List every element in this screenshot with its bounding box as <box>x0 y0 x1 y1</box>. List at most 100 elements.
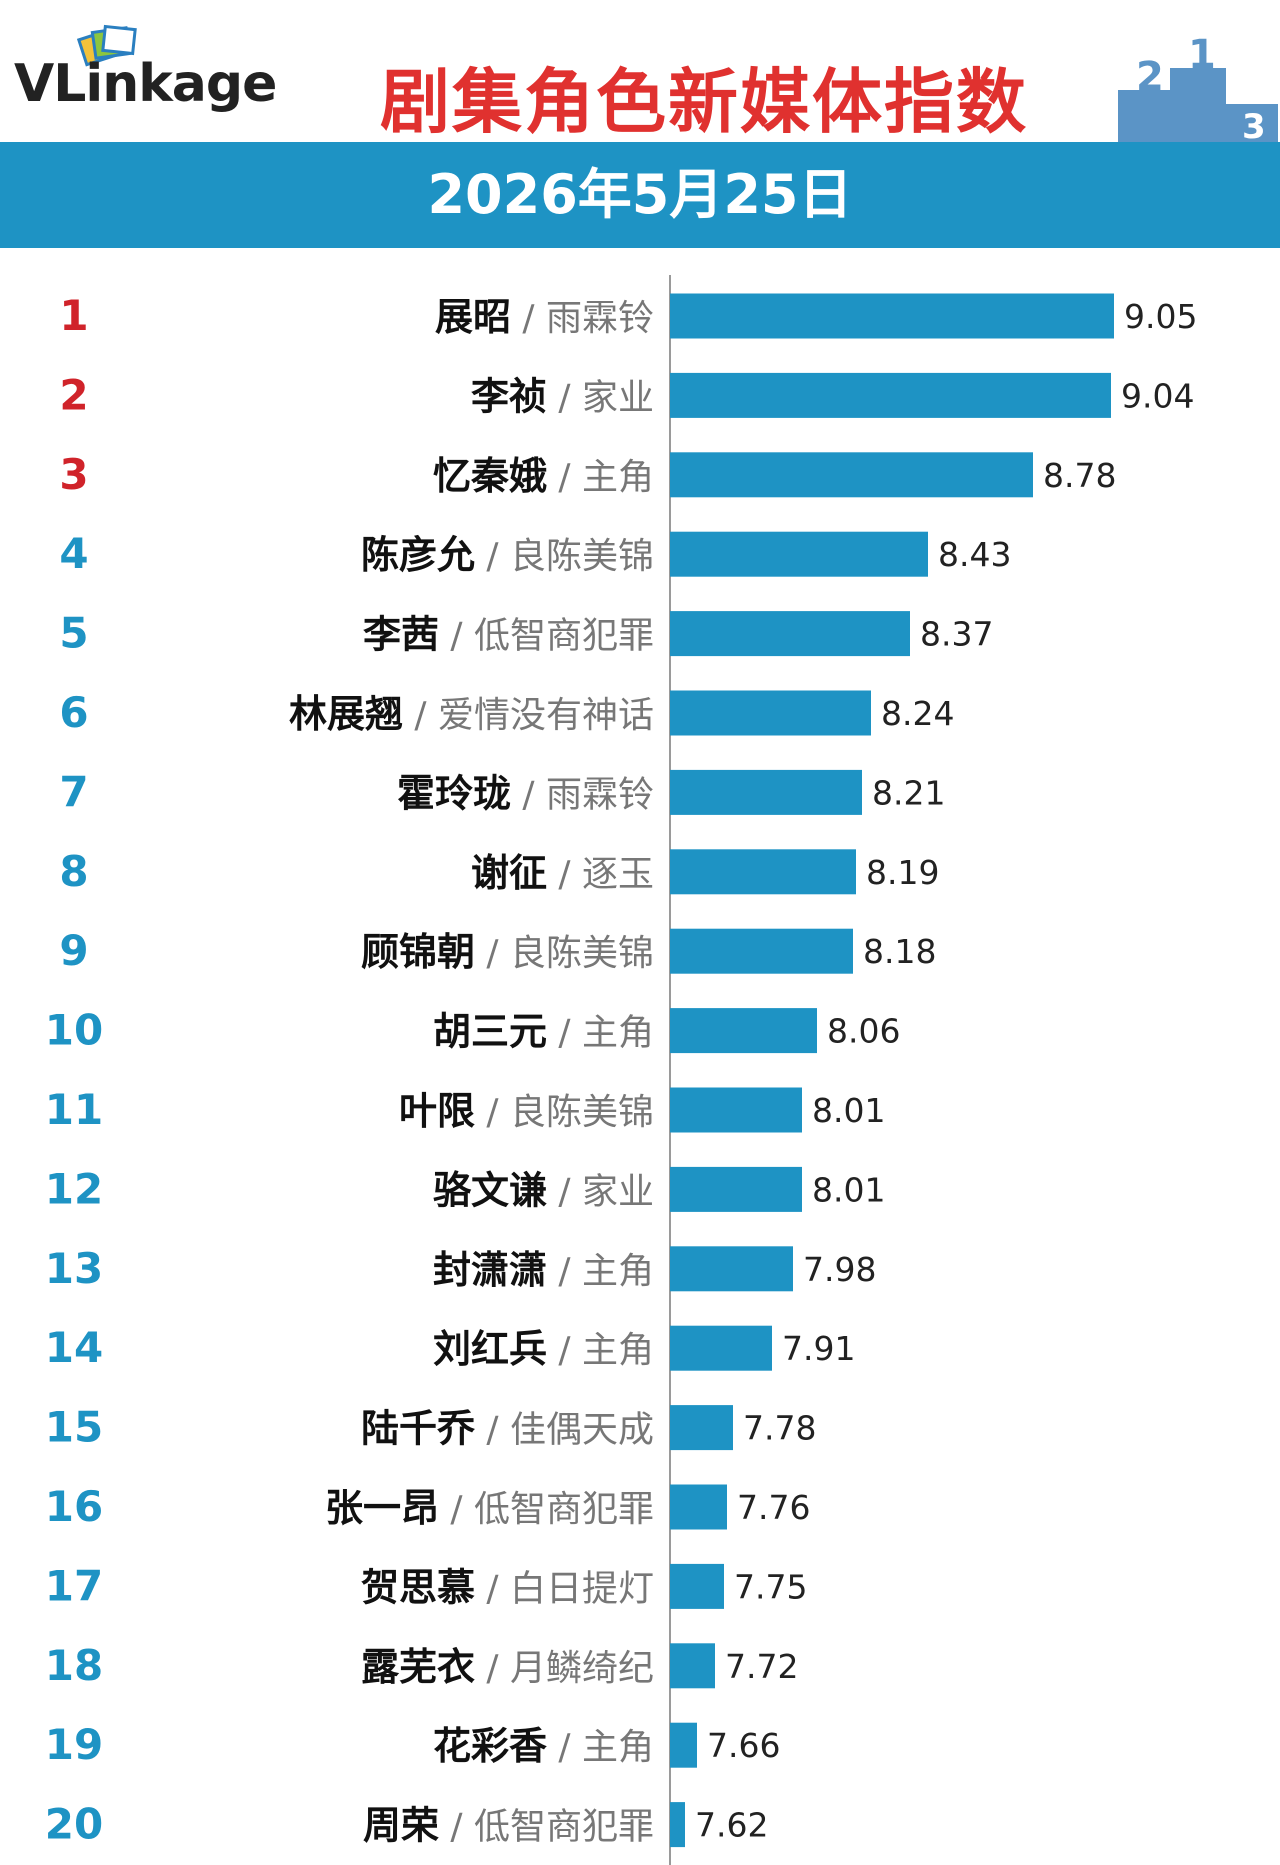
value-label: 8.19 <box>866 853 939 892</box>
character-name: 周荣 <box>363 1804 439 1848</box>
drama-name: / 白日提灯 <box>475 1568 654 1609</box>
rank-number: 6 <box>59 688 88 737</box>
drama-name: / 雨霖铃 <box>511 298 654 339</box>
bar <box>670 769 862 815</box>
logo-cards-icon <box>76 24 137 67</box>
bar <box>670 452 1033 498</box>
drama-name: / 主角 <box>547 1727 654 1768</box>
row-label: 谢征 / 逐玉 <box>471 851 654 895</box>
rank-number: 2 <box>59 370 88 419</box>
ranking-bar-chart: 1 展昭 / 雨霖铃 9.05 2 李祯 / 家业 9.04 3 忆秦娥 / 主角 8.78 4 陈… <box>45 275 1197 1865</box>
row-label: 林展翘 / 爱情没有神话 <box>289 692 654 736</box>
logo-text: VLinkage <box>14 54 277 114</box>
row-label: 贺思慕 / 白日提灯 <box>361 1565 654 1609</box>
character-name: 骆文谦 <box>433 1168 547 1212</box>
row-label: 顾锦朝 / 良陈美锦 <box>361 930 654 974</box>
rank-number: 18 <box>45 1641 103 1690</box>
value-label: 8.01 <box>812 1170 885 1209</box>
character-name: 谢征 <box>471 851 547 895</box>
character-name: 封潇潇 <box>433 1248 547 1292</box>
character-name: 霍玲珑 <box>397 771 511 815</box>
rank-number: 12 <box>45 1164 103 1213</box>
character-name: 胡三元 <box>433 1010 547 1054</box>
value-label: 7.91 <box>782 1329 855 1368</box>
row-label: 周荣 / 低智商犯罪 <box>363 1804 654 1848</box>
bar <box>670 1008 817 1054</box>
rank-number: 20 <box>45 1800 103 1849</box>
header: VLinkage 剧集角色新媒体指数 2 1 3 <box>0 0 1280 143</box>
value-label: 9.05 <box>1124 297 1197 336</box>
character-name: 忆秦娥 <box>433 454 547 498</box>
value-label: 9.04 <box>1121 376 1194 415</box>
value-label: 8.43 <box>938 535 1011 574</box>
character-name: 陆千乔 <box>361 1407 475 1451</box>
character-name: 林展翘 <box>289 692 403 736</box>
row-label: 陈彦允 / 良陈美锦 <box>361 533 654 577</box>
bar <box>670 849 856 895</box>
bar <box>670 1563 724 1609</box>
drama-name: / 低智商犯罪 <box>439 1807 654 1848</box>
value-label: 7.66 <box>707 1726 780 1765</box>
bar <box>670 1643 715 1689</box>
row-label: 骆文谦 / 家业 <box>433 1168 654 1212</box>
value-label: 7.72 <box>725 1647 798 1686</box>
date-label: 2026年5月25日 <box>427 163 853 226</box>
bar <box>670 1802 685 1848</box>
row-label: 忆秦娥 / 主角 <box>433 454 654 498</box>
rank-number: 9 <box>59 926 88 975</box>
value-label: 7.62 <box>695 1806 768 1845</box>
rank-number: 19 <box>45 1720 103 1769</box>
bar <box>670 690 871 736</box>
value-label: 7.78 <box>743 1409 816 1448</box>
drama-name: / 家业 <box>547 377 654 418</box>
row-label: 霍玲珑 / 雨霖铃 <box>397 771 654 815</box>
bar <box>670 1405 733 1451</box>
character-name: 叶限 <box>399 1089 475 1133</box>
value-label: 7.98 <box>803 1250 876 1289</box>
value-label: 8.37 <box>920 615 993 654</box>
rank-number: 15 <box>45 1403 103 1452</box>
rank-number: 5 <box>59 609 88 658</box>
bar <box>670 1722 697 1768</box>
bar <box>670 928 853 974</box>
bar <box>670 531 928 577</box>
bar <box>670 372 1111 418</box>
value-label: 8.78 <box>1043 456 1116 495</box>
character-name: 展昭 <box>435 295 511 339</box>
value-label: 7.75 <box>734 1567 807 1606</box>
row-label: 叶限 / 良陈美锦 <box>399 1089 654 1133</box>
drama-name: / 良陈美锦 <box>475 933 654 974</box>
drama-name: / 家业 <box>547 1171 654 1212</box>
rank-number: 1 <box>59 291 88 340</box>
row-label: 花彩香 / 主角 <box>433 1724 654 1768</box>
rank-number: 11 <box>45 1085 103 1134</box>
drama-name: / 逐玉 <box>547 854 654 895</box>
character-name: 顾锦朝 <box>361 930 475 974</box>
character-name: 李祯 <box>471 374 547 418</box>
drama-name: / 雨霖铃 <box>511 774 654 815</box>
character-name: 陈彦允 <box>361 533 475 577</box>
row-label: 陆千乔 / 佳偶天成 <box>361 1407 654 1451</box>
character-name: 贺思慕 <box>361 1565 475 1609</box>
character-name: 刘红兵 <box>433 1327 547 1371</box>
row-label: 胡三元 / 主角 <box>433 1010 654 1054</box>
rank-number: 7 <box>59 767 88 816</box>
rank-number: 14 <box>45 1323 103 1372</box>
character-name: 露芜衣 <box>361 1645 475 1689</box>
rank-number: 3 <box>59 450 88 499</box>
drama-name: / 月鳞绮纪 <box>475 1648 654 1689</box>
row-label: 封潇潇 / 主角 <box>433 1248 654 1292</box>
drama-name: / 主角 <box>547 1330 654 1371</box>
drama-name: / 主角 <box>547 1251 654 1292</box>
bar <box>670 1166 802 1212</box>
drama-name: / 良陈美锦 <box>475 536 654 577</box>
value-label: 7.76 <box>737 1488 810 1527</box>
value-label: 8.24 <box>881 694 954 733</box>
vlinkage-logo: VLinkage <box>14 24 284 130</box>
character-name: 李茜 <box>363 613 439 657</box>
drama-name: / 良陈美锦 <box>475 1092 654 1133</box>
rank-number: 17 <box>45 1561 103 1610</box>
drama-name: / 佳偶天成 <box>475 1410 654 1451</box>
date-bar: 2026年5月25日 <box>0 142 1280 248</box>
drama-name: / 主角 <box>547 1013 654 1054</box>
